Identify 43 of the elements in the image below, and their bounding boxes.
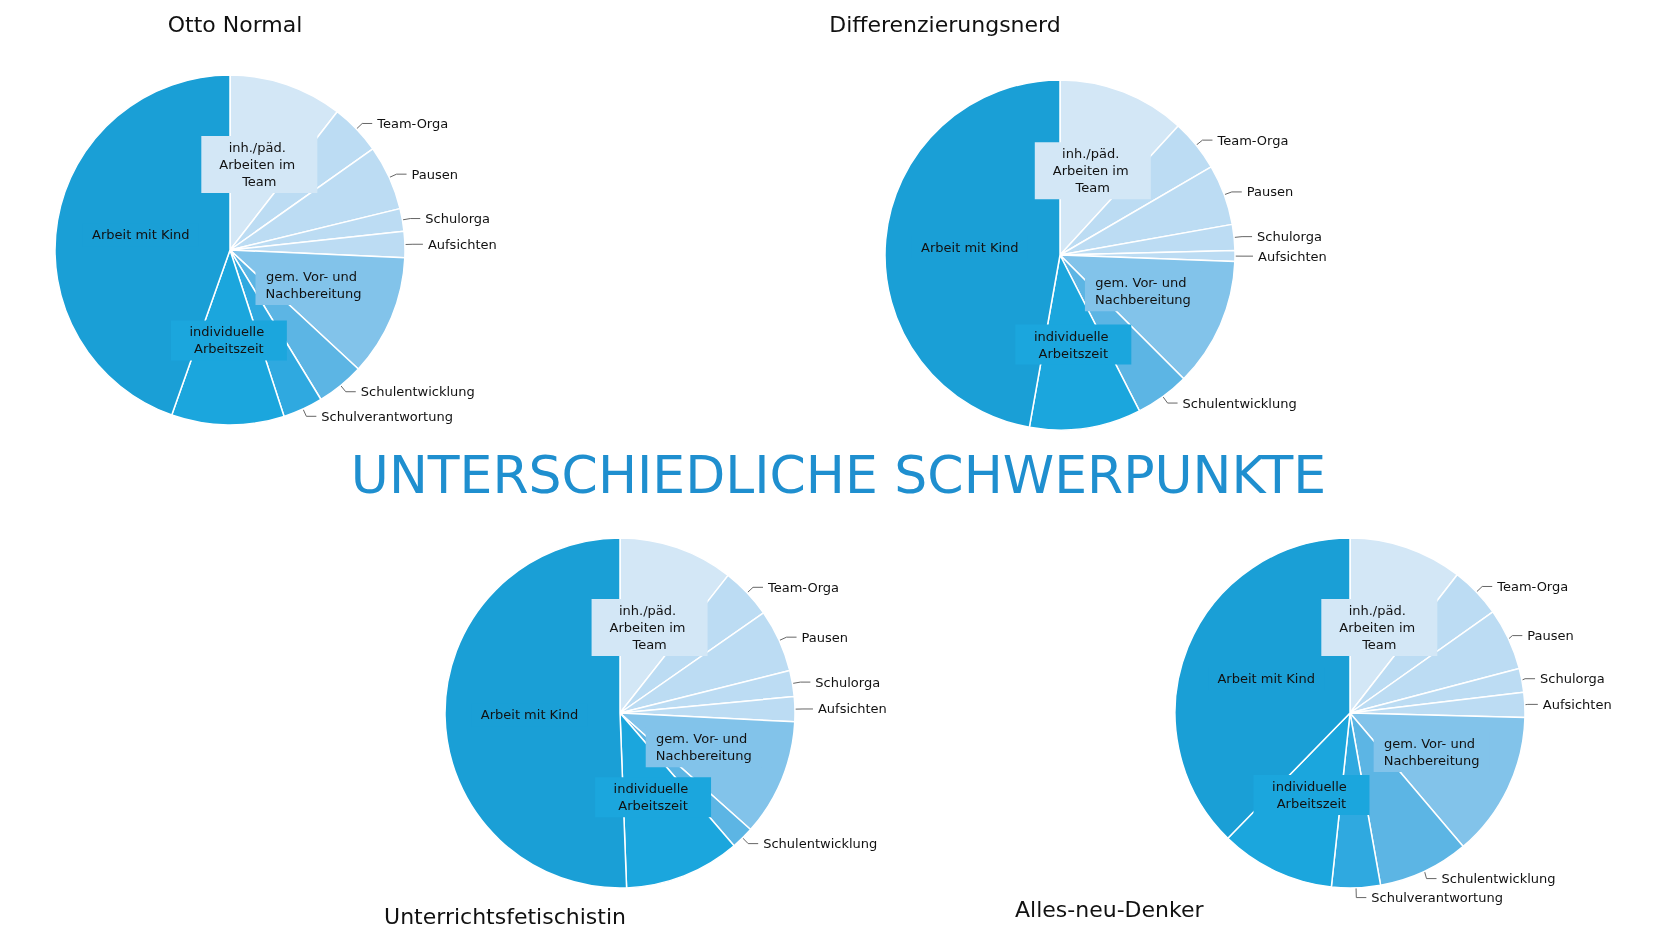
slice-label: Team-Orga [376, 115, 449, 131]
slice-label: gem. Vor- und Nachbereitung [265, 268, 362, 301]
slice-label: Arbeit mit Kind [480, 707, 579, 723]
slice-label: Aufsichten [427, 236, 497, 252]
slice-label: inh./päd. Arbeiten im Team [1339, 602, 1420, 652]
slice-label: inh./päd. Arbeiten im Team [219, 139, 300, 189]
slice-label: Aufsichten [817, 701, 887, 717]
slice-label: Pausen [1527, 628, 1574, 644]
slice-label: Schulentwicklung [360, 384, 475, 400]
slice-label: Schulentwicklung [763, 836, 878, 852]
text: Alles-neu-Denker [1015, 896, 1205, 922]
slice-label: Schulorga [425, 211, 491, 227]
slice-label: Schulverantwortung [1371, 890, 1503, 906]
slice-label: inh./päd. Arbeiten im Team [1052, 146, 1133, 196]
slice-label: individuelle Arbeitszeit [613, 781, 693, 814]
slice-label: Schulentwicklung [1441, 871, 1556, 887]
slice-label: Team-Orga [1496, 578, 1569, 594]
slice-label: Schulorga [1257, 229, 1322, 245]
slice-label: individuelle Arbeitszeit [189, 324, 269, 357]
slice-label: Aufsichten [1542, 696, 1612, 712]
slice-label: Schulorga [815, 674, 881, 690]
slice-label: Schulentwicklung [1182, 395, 1297, 411]
text: UNTERSCHIEDLICHE SCHWERPUNKTE [350, 445, 1327, 505]
slice-label: Pausen [1246, 184, 1294, 200]
slice-label: Schulverantwortung [321, 408, 453, 424]
slice-label: individuelle Arbeitszeit [1033, 328, 1113, 361]
chart-title: Differenzierungsnerd [829, 11, 1061, 37]
slice-label: inh./päd. Arbeiten im Team [609, 602, 690, 652]
slice-label: Arbeit mit Kind [921, 239, 1019, 255]
slice-label: individuelle Arbeitszeit [1272, 778, 1351, 811]
slice-label: Aufsichten [1258, 248, 1327, 264]
slice-label: Team-Orga [1216, 132, 1289, 148]
slice-label: Arbeit mit Kind [92, 227, 190, 243]
slice-label: gem. Vor- und Nachbereitung [655, 731, 752, 764]
text: Unterrichtsfetischistin [384, 903, 626, 929]
slice-label: Team-Orga [767, 579, 839, 595]
slice-label: gem. Vor- und Nachbereitung [1383, 736, 1480, 769]
slice-label: Schulorga [1540, 671, 1605, 687]
chart-title: Otto Normal [167, 11, 303, 37]
slice-label: Pausen [801, 629, 849, 645]
slice-label: gem. Vor- und Nachbereitung [1095, 275, 1191, 308]
slice-label: Arbeit mit Kind [1217, 671, 1315, 687]
slice-label: Pausen [411, 166, 459, 182]
